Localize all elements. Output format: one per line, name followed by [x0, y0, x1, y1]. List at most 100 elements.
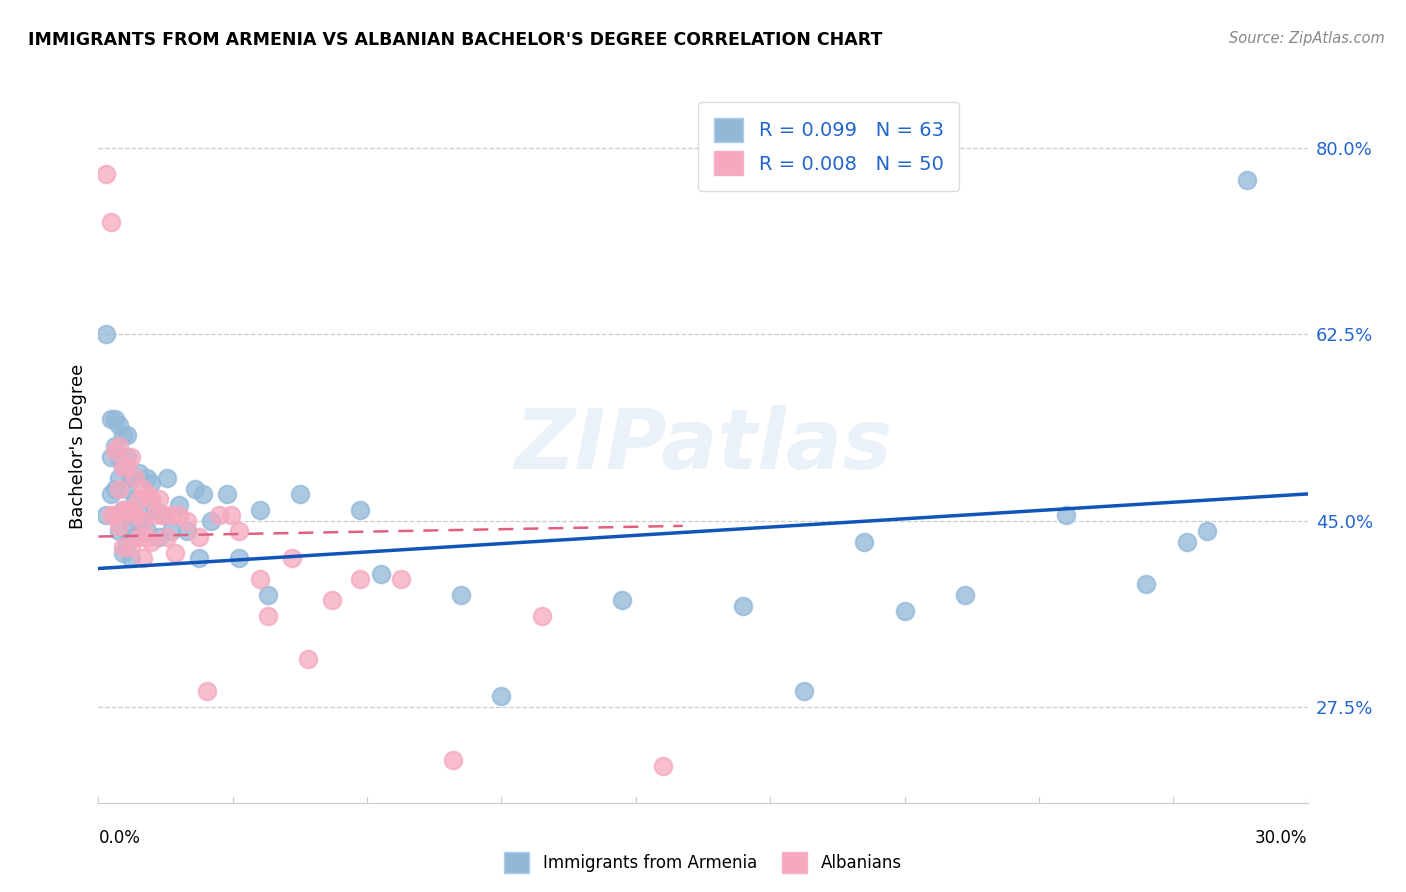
- Point: [128, 466, 150, 480]
- Point: [103, 444, 125, 458]
- Point: [124, 471, 146, 485]
- Point: [176, 524, 198, 539]
- Point: [450, 588, 472, 602]
- Point: [135, 524, 157, 539]
- Point: [100, 412, 122, 426]
- Point: [111, 540, 134, 554]
- Point: [143, 503, 166, 517]
- Point: [124, 492, 146, 507]
- Y-axis label: Bachelor's Degree: Bachelor's Degree: [69, 363, 87, 529]
- Point: [120, 503, 142, 517]
- Point: [441, 753, 464, 767]
- Point: [115, 503, 138, 517]
- Point: [249, 503, 271, 517]
- Point: [120, 450, 142, 464]
- Point: [1135, 577, 1157, 591]
- Point: [132, 514, 155, 528]
- Point: [103, 412, 125, 426]
- Point: [148, 492, 170, 507]
- Point: [115, 508, 138, 523]
- Point: [120, 471, 142, 485]
- Point: [120, 550, 142, 565]
- Legend: Immigrants from Armenia, Albanians: Immigrants from Armenia, Albanians: [498, 846, 908, 880]
- Point: [120, 514, 142, 528]
- Point: [128, 492, 150, 507]
- Point: [100, 508, 122, 523]
- Point: [1175, 534, 1198, 549]
- Point: [115, 450, 138, 464]
- Point: [107, 482, 129, 496]
- Point: [111, 545, 134, 559]
- Point: [115, 460, 138, 475]
- Point: [128, 529, 150, 543]
- Point: [167, 498, 190, 512]
- Point: [288, 487, 311, 501]
- Point: [100, 215, 122, 229]
- Point: [107, 471, 129, 485]
- Point: [124, 508, 146, 523]
- Point: [321, 593, 343, 607]
- Point: [491, 690, 513, 704]
- Point: [96, 168, 118, 182]
- Point: [132, 550, 155, 565]
- Point: [132, 508, 155, 523]
- Point: [1195, 524, 1218, 539]
- Point: [96, 508, 118, 523]
- Point: [370, 566, 392, 581]
- Point: [132, 482, 155, 496]
- Point: [228, 524, 250, 539]
- Point: [96, 327, 118, 342]
- Point: [111, 428, 134, 442]
- Point: [135, 471, 157, 485]
- Point: [195, 684, 218, 698]
- Point: [156, 529, 179, 543]
- Point: [152, 508, 174, 523]
- Point: [389, 572, 412, 586]
- Point: [103, 508, 125, 523]
- Point: [256, 588, 278, 602]
- Point: [208, 508, 231, 523]
- Point: [228, 550, 250, 565]
- Point: [200, 514, 222, 528]
- Point: [139, 534, 162, 549]
- Point: [111, 503, 134, 517]
- Point: [120, 540, 142, 554]
- Point: [893, 604, 915, 618]
- Point: [115, 482, 138, 496]
- Point: [111, 460, 134, 475]
- Point: [163, 545, 186, 559]
- Point: [188, 550, 211, 565]
- Point: [256, 609, 278, 624]
- Point: [100, 487, 122, 501]
- Point: [139, 476, 162, 491]
- Point: [103, 439, 125, 453]
- Point: [612, 593, 634, 607]
- Point: [651, 758, 673, 772]
- Text: ZIPatlas: ZIPatlas: [515, 406, 891, 486]
- Text: IMMIGRANTS FROM ARMENIA VS ALBANIAN BACHELOR'S DEGREE CORRELATION CHART: IMMIGRANTS FROM ARMENIA VS ALBANIAN BACH…: [28, 31, 883, 49]
- Point: [107, 450, 129, 464]
- Point: [148, 529, 170, 543]
- Point: [111, 503, 134, 517]
- Point: [115, 428, 138, 442]
- Point: [249, 572, 271, 586]
- Point: [135, 529, 157, 543]
- Point: [107, 519, 129, 533]
- Point: [160, 508, 183, 523]
- Point: [152, 508, 174, 523]
- Point: [107, 417, 129, 432]
- Point: [128, 514, 150, 528]
- Point: [100, 450, 122, 464]
- Point: [349, 503, 371, 517]
- Point: [103, 482, 125, 496]
- Point: [107, 524, 129, 539]
- Text: 30.0%: 30.0%: [1256, 830, 1308, 847]
- Point: [160, 524, 183, 539]
- Point: [853, 534, 876, 549]
- Point: [530, 609, 553, 624]
- Point: [111, 460, 134, 475]
- Point: [793, 684, 815, 698]
- Point: [167, 508, 190, 523]
- Point: [1054, 508, 1077, 523]
- Point: [176, 514, 198, 528]
